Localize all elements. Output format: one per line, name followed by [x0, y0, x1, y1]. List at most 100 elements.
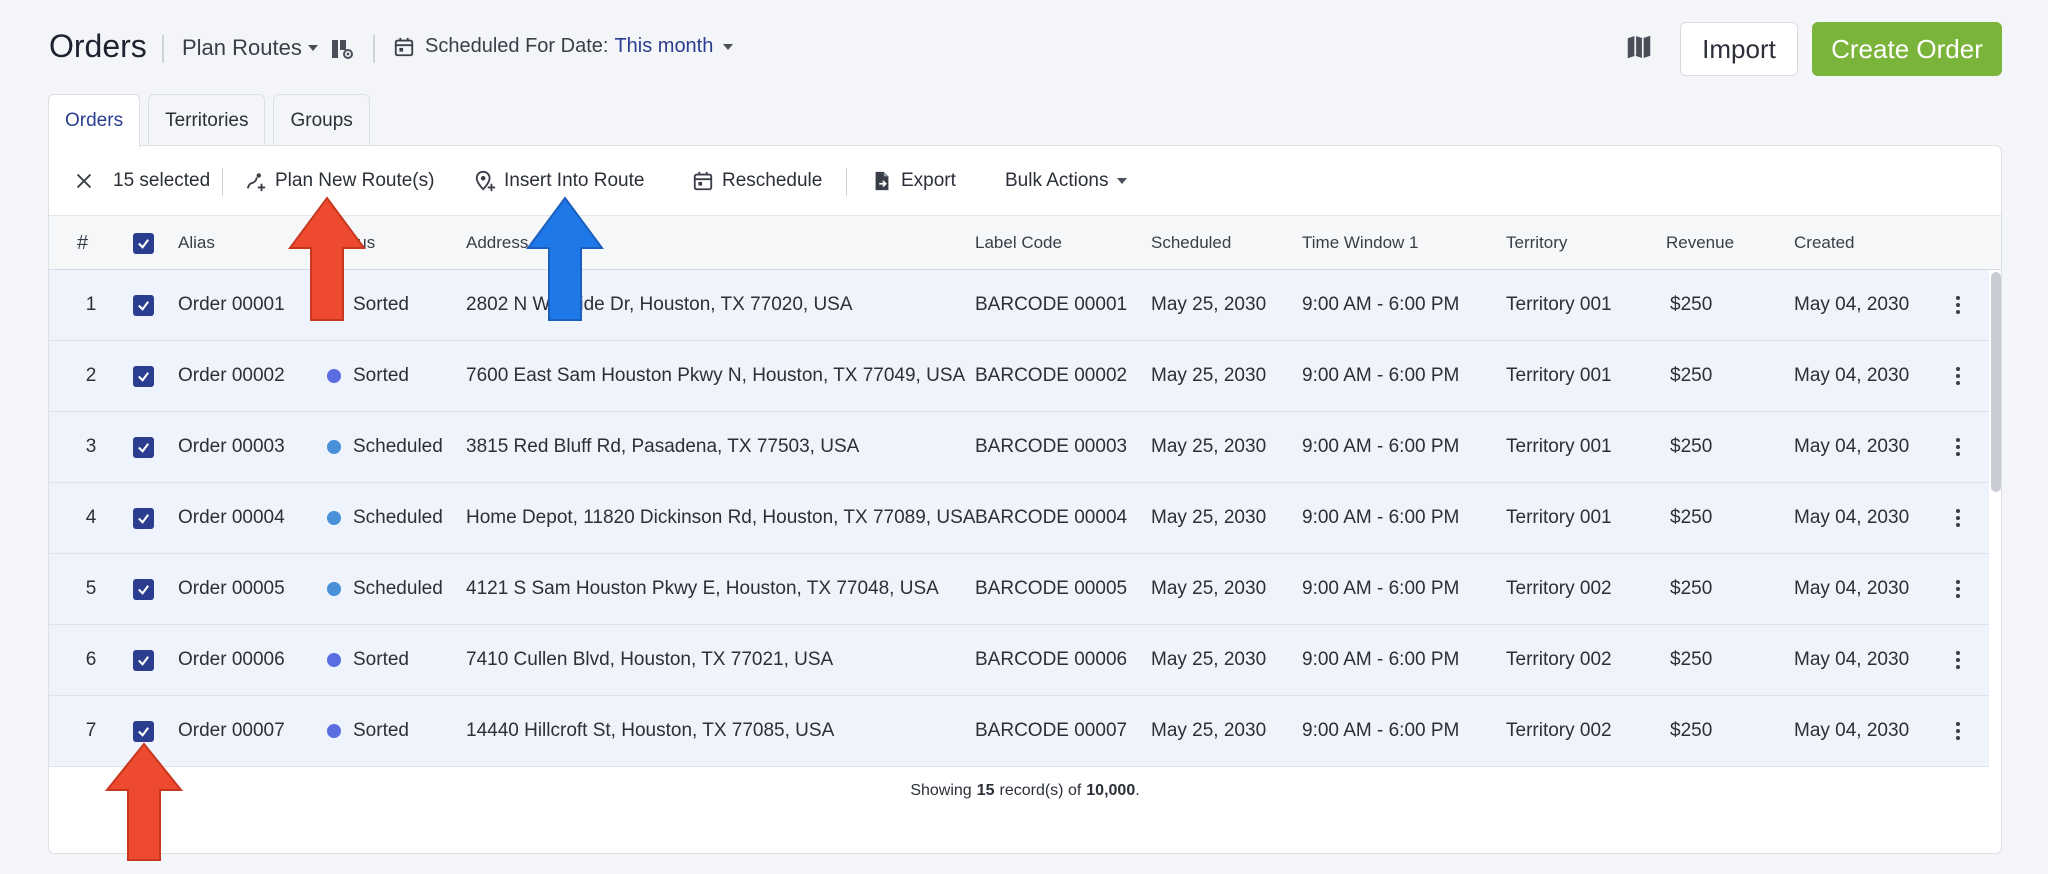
cell-address: 14440 Hillcroft St, Houston, TX 77085, U… — [466, 720, 835, 741]
cell-time-window: 9:00 AM - 6:00 PM — [1302, 436, 1460, 457]
more-vertical-icon[interactable] — [1956, 651, 1960, 669]
export-button[interactable]: Export — [871, 146, 956, 216]
calendar-icon — [394, 37, 414, 56]
cell-address: Home Depot, 11820 Dickinson Rd, Houston,… — [466, 507, 976, 528]
cell-time-window: 9:00 AM - 6:00 PM — [1302, 365, 1460, 386]
cell-created: May 04, 2030 — [1794, 649, 1910, 670]
table-row[interactable]: 6 Order 00006 Sorted 7410 Cullen Blvd, Hous… — [49, 625, 1989, 696]
layout-settings-icon[interactable] — [330, 37, 354, 61]
cell-alias: Order 00006 — [178, 649, 285, 670]
scheduled-date-filter[interactable]: Scheduled For Date: This month — [393, 35, 734, 58]
col-address[interactable]: Address — [466, 233, 529, 252]
row-checkbox[interactable] — [133, 578, 154, 600]
selected-count: 15 selected — [113, 170, 211, 191]
row-checkbox[interactable] — [133, 365, 154, 387]
cell-num: 7 — [85, 720, 97, 741]
table-row[interactable]: 4 Order 00004 Scheduled Home Depot, 11820 D… — [49, 483, 1989, 554]
col-territory[interactable]: Territory — [1506, 233, 1568, 252]
cell-territory: Territory 002 — [1506, 649, 1612, 670]
cell-revenue: $250 — [1670, 365, 1713, 386]
create-order-button[interactable]: Create Order — [1812, 22, 2002, 76]
summary-count: 15 — [976, 782, 995, 799]
status-label: Sorted — [353, 649, 409, 670]
cell-num: 1 — [85, 294, 97, 315]
insert-into-route-label: Insert Into Route — [504, 170, 645, 191]
col-revenue[interactable]: Revenue — [1666, 233, 1735, 252]
row-checkbox[interactable] — [133, 649, 154, 671]
route-plus-icon — [246, 173, 266, 192]
table-row[interactable]: 5 Order 00005 Scheduled 4121 S Sam Houston … — [49, 554, 1989, 625]
cell-alias: Order 00001 — [178, 294, 285, 315]
status-label: Sorted — [353, 365, 409, 386]
row-select-cell — [133, 412, 154, 482]
tab-territories[interactable]: Territories — [148, 94, 266, 146]
cell-time-window: 9:00 AM - 6:00 PM — [1302, 649, 1460, 670]
cell-label-code: BARCODE 00007 — [975, 720, 1128, 741]
caret-down-icon — [723, 43, 734, 50]
cell-address: 4121 S Sam Houston Pkwy E, Houston, TX 7… — [466, 578, 939, 599]
page-header: Orders Plan Routes Scheduled For Date: T… — [0, 0, 2048, 98]
more-vertical-icon[interactable] — [1956, 296, 1960, 314]
cell-label-code: BARCODE 00003 — [975, 436, 1128, 457]
clear-selection-button[interactable] — [73, 146, 95, 216]
select-all-checkbox[interactable] — [133, 216, 154, 270]
table-row[interactable]: 1 Order 00001 Sorted 2802 N Wayside Dr, Hou… — [49, 270, 1989, 341]
cell-alias: Order 00002 — [178, 365, 285, 386]
reschedule-label: Reschedule — [722, 170, 823, 191]
cell-time-window: 9:00 AM - 6:00 PM — [1302, 507, 1460, 528]
row-checkbox[interactable] — [133, 436, 154, 458]
row-checkbox[interactable] — [133, 720, 154, 742]
plan-routes-dropdown[interactable]: Plan Routes — [182, 35, 318, 61]
row-checkbox[interactable] — [133, 507, 154, 529]
table-row[interactable]: 7 Order 00007 Sorted 14440 Hillcroft St, Ho… — [49, 696, 1989, 767]
check-icon — [138, 300, 150, 311]
more-vertical-icon[interactable] — [1956, 509, 1960, 527]
col-label-code[interactable]: Label Code — [975, 233, 1062, 252]
plan-new-routes-button[interactable]: Plan New Route(s) — [245, 146, 434, 216]
cell-created: May 04, 2030 — [1794, 294, 1910, 315]
divider — [373, 35, 375, 63]
bulk-actions-dropdown[interactable]: Bulk Actions — [1005, 146, 1127, 216]
records-summary: Showing 15 record(s) of 10,000 . — [49, 767, 2001, 815]
status-dot-icon — [327, 724, 341, 738]
table-row[interactable]: 2 Order 00002 Sorted 7600 East Sam Houston … — [49, 341, 1989, 412]
col-time-window[interactable]: Time Window 1 — [1302, 233, 1419, 252]
cell-territory: Territory 001 — [1506, 365, 1612, 386]
cell-created: May 04, 2030 — [1794, 578, 1910, 599]
status-label: Scheduled — [353, 436, 443, 457]
tab-groups[interactable]: Groups — [273, 94, 370, 146]
cell-address: 7600 East Sam Houston Pkwy N, Houston, T… — [466, 365, 966, 386]
checkbox[interactable] — [133, 232, 154, 254]
reschedule-button[interactable]: Reschedule — [692, 146, 822, 216]
cell-revenue: $250 — [1670, 720, 1713, 741]
cell-scheduled: May 25, 2030 — [1151, 294, 1267, 315]
date-filter-label: Scheduled For Date: — [425, 35, 609, 57]
import-button[interactable]: Import — [1680, 22, 1798, 76]
col-num: # — [77, 231, 89, 254]
col-alias[interactable]: Alias — [178, 233, 215, 252]
caret-down-icon — [1116, 178, 1127, 184]
selection-toolbar: 15 selected Plan New Route(s) Insert Int… — [49, 146, 2001, 216]
map-icon[interactable] — [1624, 32, 1654, 62]
cell-territory: Territory 002 — [1506, 720, 1612, 741]
tab-orders[interactable]: Orders — [48, 94, 141, 147]
insert-into-route-button[interactable]: Insert Into Route — [474, 146, 644, 216]
cell-revenue: $250 — [1670, 649, 1713, 670]
date-filter-value: This month — [614, 35, 714, 57]
row-checkbox[interactable] — [133, 294, 154, 316]
more-vertical-icon[interactable] — [1956, 438, 1960, 456]
col-created[interactable]: Created — [1794, 233, 1855, 252]
more-vertical-icon[interactable] — [1956, 367, 1960, 385]
col-scheduled[interactable]: Scheduled — [1151, 233, 1232, 252]
more-vertical-icon[interactable] — [1956, 722, 1960, 740]
cell-status: Scheduled — [327, 412, 443, 482]
more-vertical-icon[interactable] — [1956, 580, 1960, 598]
cell-label-code: BARCODE 00002 — [975, 365, 1128, 386]
status-dot-icon — [327, 440, 341, 454]
summary-middle: record(s) of — [999, 782, 1082, 799]
table-row[interactable]: 3 Order 00003 Scheduled 3815 Red Bluff Rd, … — [49, 412, 1989, 483]
row-actions-cell — [1956, 412, 1960, 482]
row-select-cell — [133, 483, 154, 553]
summary-prefix: Showing — [910, 782, 972, 799]
scrollbar[interactable] — [1991, 272, 2001, 492]
